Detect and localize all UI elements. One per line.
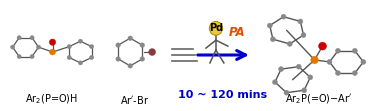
Circle shape [17, 54, 21, 59]
Circle shape [267, 23, 272, 28]
Circle shape [30, 54, 34, 59]
Circle shape [30, 36, 34, 40]
Circle shape [67, 55, 71, 59]
Circle shape [78, 39, 82, 43]
Circle shape [116, 43, 121, 47]
Circle shape [284, 90, 289, 95]
Circle shape [116, 57, 121, 61]
Circle shape [335, 71, 341, 75]
Circle shape [149, 49, 156, 56]
Circle shape [36, 45, 41, 49]
Circle shape [49, 39, 56, 45]
Circle shape [296, 64, 301, 69]
Circle shape [128, 36, 133, 41]
Circle shape [279, 67, 284, 72]
Text: Pd: Pd [209, 23, 223, 33]
Circle shape [270, 37, 276, 42]
Circle shape [67, 45, 71, 49]
Circle shape [273, 80, 277, 85]
Circle shape [281, 14, 286, 19]
Circle shape [319, 42, 327, 50]
Circle shape [311, 56, 318, 64]
Circle shape [11, 45, 15, 49]
Circle shape [140, 43, 145, 47]
Circle shape [17, 36, 21, 40]
Text: 10 ~ 120 mins: 10 ~ 120 mins [178, 90, 268, 100]
Circle shape [78, 61, 82, 65]
Text: Ar$_2$(P=O)H: Ar$_2$(P=O)H [25, 93, 78, 106]
Circle shape [352, 71, 357, 75]
Circle shape [361, 59, 366, 64]
Text: Ar$_2$P(=O)−Ar$'$: Ar$_2$P(=O)−Ar$'$ [285, 93, 353, 106]
Circle shape [90, 55, 94, 59]
Circle shape [287, 42, 292, 46]
Text: Ar$'$-Br: Ar$'$-Br [120, 94, 149, 106]
Circle shape [90, 45, 94, 49]
Circle shape [302, 88, 307, 93]
Circle shape [335, 48, 341, 53]
Circle shape [50, 49, 56, 55]
Circle shape [352, 48, 357, 53]
Circle shape [327, 59, 332, 64]
Ellipse shape [209, 21, 222, 35]
Circle shape [298, 19, 303, 24]
Circle shape [301, 33, 306, 38]
Circle shape [140, 57, 145, 61]
Text: PA: PA [229, 26, 245, 39]
Circle shape [128, 64, 133, 68]
Circle shape [308, 75, 313, 80]
